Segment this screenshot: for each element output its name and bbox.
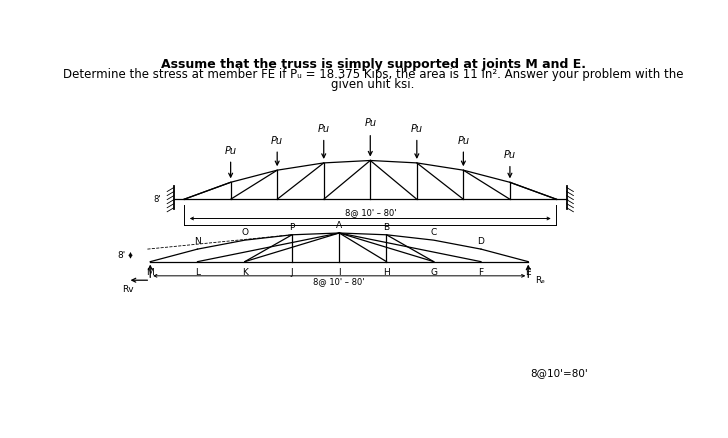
Text: A: A: [336, 221, 342, 230]
Text: Determine the stress at member FE if Pᵤ = 18.375 Kips, the area is 11 in². Answe: Determine the stress at member FE if Pᵤ …: [63, 68, 684, 81]
Text: M: M: [146, 268, 154, 277]
Text: Rv: Rv: [122, 285, 133, 293]
Text: F: F: [478, 268, 483, 277]
Text: 8': 8': [118, 251, 126, 260]
Text: Pu: Pu: [411, 124, 423, 134]
Text: Assume that the truss is simply supported at joints M and E.: Assume that the truss is simply supporte…: [161, 58, 585, 71]
Text: K: K: [242, 268, 248, 277]
Text: L: L: [195, 268, 200, 277]
Text: E: E: [526, 268, 531, 277]
Text: H: H: [383, 268, 390, 277]
Text: N: N: [194, 237, 201, 247]
Text: 8': 8': [154, 195, 161, 204]
Text: given unit ksi.: given unit ksi.: [331, 78, 415, 91]
Text: 8@ 10' – 80': 8@ 10' – 80': [314, 278, 365, 286]
Text: Rₑ: Rₑ: [535, 276, 545, 285]
Text: B: B: [384, 223, 389, 232]
Text: Pu: Pu: [457, 136, 470, 146]
Text: Pu: Pu: [225, 146, 237, 156]
Text: I: I: [338, 268, 341, 277]
Text: J: J: [290, 268, 293, 277]
Text: Pu: Pu: [317, 124, 330, 134]
Text: D: D: [478, 237, 484, 247]
Text: C: C: [431, 229, 437, 237]
Text: Pu: Pu: [504, 150, 516, 160]
Text: Pu: Pu: [272, 136, 283, 146]
Text: Pu: Pu: [364, 118, 376, 128]
Text: P: P: [289, 223, 295, 232]
Text: 8@ 10' – 80': 8@ 10' – 80': [344, 208, 396, 217]
Text: O: O: [241, 229, 248, 237]
Text: G: G: [430, 268, 438, 277]
Text: 8@10'=80': 8@10'=80': [531, 368, 588, 378]
